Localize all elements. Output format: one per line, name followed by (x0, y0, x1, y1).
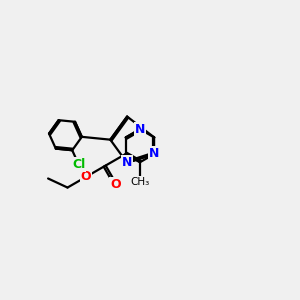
Text: O: O (110, 178, 121, 191)
Text: CH₃: CH₃ (130, 177, 150, 187)
Text: N: N (122, 156, 132, 169)
Text: Cl: Cl (72, 158, 85, 171)
Text: N: N (149, 148, 160, 160)
Text: O: O (81, 170, 92, 183)
Text: N: N (135, 123, 145, 136)
